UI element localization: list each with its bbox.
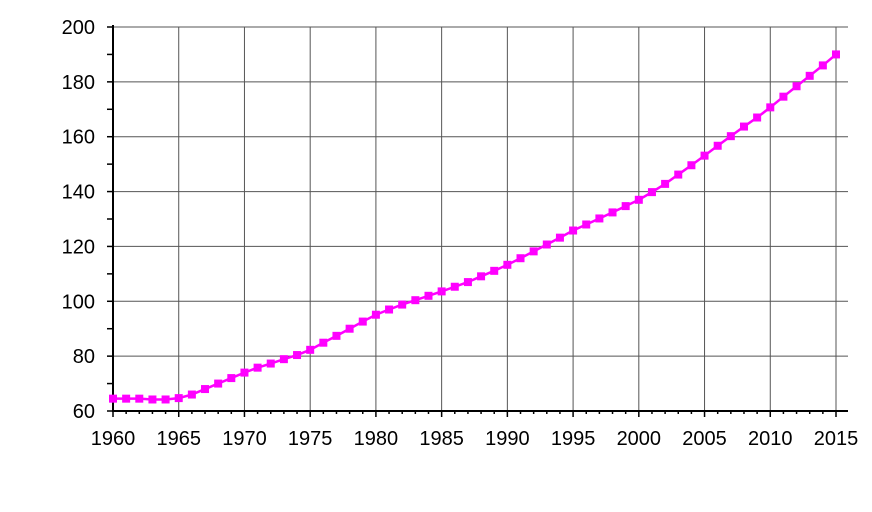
data-point-1973 [279,355,288,364]
data-point-1962 [135,394,144,403]
data-point-2010 [766,103,775,112]
data-point-1978 [345,324,354,333]
data-point-1984 [424,291,433,300]
data-point-1981 [385,305,394,314]
data-point-1963 [148,395,157,404]
data-point-2014 [818,61,827,70]
data-point-1988 [477,272,486,281]
data-point-2015 [832,50,840,59]
data-point-1990 [503,260,512,269]
y-tick-label-80: 80 [73,346,95,368]
data-point-1999 [621,202,630,211]
data-point-2003 [674,170,683,179]
data-point-1972 [266,359,275,368]
data-point-1967 [201,385,210,394]
data-point-2008 [739,122,748,131]
data-point-1985 [437,287,446,296]
data-point-1992 [529,247,538,256]
y-tick-label-100: 100 [62,291,95,313]
data-point-1965 [174,394,183,403]
data-point-2012 [792,82,801,91]
data-point-1997 [595,214,604,223]
x-tick-label-1995: 1995 [551,428,596,450]
data-point-2000 [634,195,643,204]
data-point-2013 [805,71,814,80]
data-point-2001 [647,188,656,197]
tick-labels: 60 80 100 120 140 160 180 200 1960 1965 1970 1975 19… [62,17,859,450]
data-point-1993 [542,240,551,249]
data-point-1980 [371,310,380,319]
data-point-1968 [214,379,223,388]
y-tick-label-180: 180 [62,72,95,94]
data-point-1976 [319,338,328,347]
data-point-1974 [293,351,302,360]
data-point-1964 [161,395,170,404]
data-point-2005 [700,151,709,160]
data-point-2007 [726,132,735,141]
data-point-2002 [661,179,670,188]
series-1 [109,50,840,404]
y-tick-label-60: 60 [73,401,95,423]
grid [113,26,848,411]
data-point-1995 [569,226,578,235]
data-point-1975 [306,345,315,354]
data-point-2009 [753,113,762,122]
data-point-1960 [109,394,117,403]
data-point-1970 [240,368,249,377]
x-tick-label-2010: 2010 [748,428,793,450]
x-tick-label-1975: 1975 [288,428,333,450]
x-tick-label-1970: 1970 [222,428,267,450]
data-point-1977 [332,331,341,340]
series-line [113,53,837,401]
x-tick-label-2000: 2000 [617,428,662,450]
y-tick-label-120: 120 [62,236,95,258]
data-point-1971 [253,363,262,372]
x-tick-label-1965: 1965 [156,428,201,450]
data-point-1983 [411,296,420,305]
data-point-1982 [398,300,407,309]
data-point-1998 [608,208,617,217]
data-point-1986 [450,282,459,291]
x-tick-label-1985: 1985 [419,428,464,450]
data-point-2004 [687,161,696,170]
data-point-2011 [779,92,788,101]
data-point-1969 [227,374,236,383]
data-point-1994 [555,233,564,242]
data-point-1979 [358,317,367,326]
data-point-1987 [463,278,472,287]
data-point-1996 [582,220,591,229]
y-tick-label-140: 140 [62,182,95,204]
axes [107,25,848,417]
x-tick-label-1990: 1990 [485,428,530,450]
y-tick-label-200: 200 [62,17,95,39]
data-point-1989 [490,266,499,275]
data-point-1966 [187,390,196,399]
data-point-1961 [122,394,131,403]
x-tick-label-2005: 2005 [682,428,727,450]
x-tick-label-1980: 1980 [354,428,399,450]
x-tick-label-1960: 1960 [91,428,136,450]
y-tick-label-160: 160 [62,127,95,149]
data-point-1991 [516,254,525,263]
data-point-2006 [713,141,722,150]
x-tick-label-2015: 2015 [814,428,859,450]
